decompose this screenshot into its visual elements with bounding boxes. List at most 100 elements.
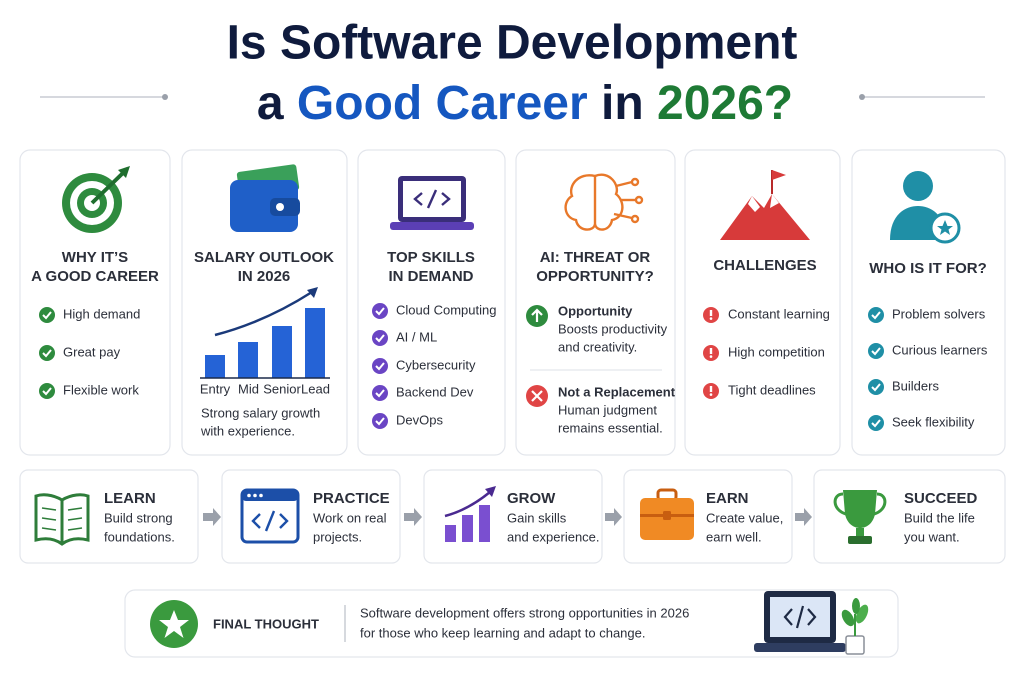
step-text: Create value,: [706, 510, 783, 525]
card-item: Seek flexibility: [892, 414, 975, 429]
check-mark: [375, 417, 385, 426]
warning-dot: [709, 393, 713, 396]
point-text: and creativity.: [558, 339, 637, 354]
point-heading: Opportunity: [558, 303, 633, 318]
check-mark: [871, 383, 881, 392]
title-line-1: Is Software Development: [227, 17, 798, 70]
growth-icon: [444, 486, 496, 542]
check-icon: [372, 385, 388, 401]
level-label: Senior: [263, 381, 301, 396]
step-text: Build the life: [904, 510, 975, 525]
briefcase-icon: [640, 488, 694, 540]
divider-dot: [162, 94, 168, 100]
check-mark: [375, 389, 385, 398]
check-mark: [42, 387, 52, 396]
check-mark: [42, 349, 52, 358]
title-word: a: [257, 77, 284, 130]
final-card: [124, 589, 899, 658]
title-highlight: Good Career: [297, 77, 588, 130]
check-circle: [372, 303, 388, 319]
card-caption: with experience.: [200, 423, 295, 438]
check-circle: [372, 385, 388, 401]
step-text: earn well.: [706, 529, 762, 544]
title-word: in: [601, 77, 644, 130]
check-icon: [868, 415, 884, 431]
step-text: foundations.: [104, 529, 175, 544]
level-label: Mid: [238, 381, 259, 396]
laptop-plant-icon: [754, 591, 869, 655]
salary-chart-icon: [200, 287, 330, 379]
check-circle: [868, 415, 884, 431]
check-circle: [39, 307, 55, 323]
step-text: Gain skills: [507, 510, 567, 525]
check-icon: [372, 413, 388, 429]
check-circle: [39, 345, 55, 361]
card-title: OPPORTUNITY?: [536, 268, 654, 285]
card-item: Constant learning: [728, 306, 830, 321]
title-year: 2026?: [657, 77, 793, 130]
brain-icon: [564, 173, 644, 231]
card-item: DevOps: [396, 412, 443, 427]
star-icon: [150, 600, 198, 648]
step-text: Work on real: [313, 510, 387, 525]
card-title: CHALLENGES: [713, 257, 816, 274]
x-icon: [526, 385, 548, 407]
check-circle: [868, 307, 884, 323]
check-mark: [42, 311, 52, 320]
warning-icon: [703, 345, 719, 361]
check-icon: [372, 358, 388, 374]
check-icon: [868, 343, 884, 359]
check-circle: [39, 383, 55, 399]
card-caption: Strong salary growth: [201, 405, 320, 420]
final-text: for those who keep learning and adapt to…: [360, 625, 646, 640]
card-title: IN DEMAND: [389, 268, 474, 285]
check-icon: [372, 330, 388, 346]
card-title: SALARY OUTLOOK: [194, 249, 334, 266]
card-item: High demand: [63, 306, 140, 321]
step-label: SUCCEED: [904, 490, 978, 507]
warning-icon: [703, 307, 719, 323]
wallet-icon: [230, 164, 300, 232]
step-arrows: [203, 508, 812, 526]
point-heading: Not a Replacement: [558, 384, 676, 399]
check-mark: [871, 311, 881, 320]
check-mark: [871, 347, 881, 356]
point-text: Boosts productivity: [558, 321, 668, 336]
up-icon: [526, 305, 548, 327]
warning-dot: [709, 355, 713, 358]
step-text: and experience.: [507, 529, 600, 544]
step-label: LEARN: [104, 490, 156, 507]
check-icon: [372, 303, 388, 319]
card-item: Backend Dev: [396, 384, 474, 399]
level-label: Lead: [301, 381, 330, 396]
card: [19, 149, 171, 456]
warning-bar: [709, 386, 713, 392]
step-text: you want.: [904, 529, 960, 544]
check-circle: [868, 379, 884, 395]
card-item: Cloud Computing: [396, 302, 496, 317]
check-icon: [39, 345, 55, 361]
step-label: EARN: [706, 490, 749, 507]
warning-dot: [709, 317, 713, 320]
point-text: remains essential.: [558, 420, 663, 435]
card-title: IN 2026: [238, 268, 291, 285]
warning-bar: [709, 348, 713, 354]
card-item: Problem solvers: [892, 306, 986, 321]
check-circle: [372, 358, 388, 374]
final-text: Software development offers strong oppor…: [360, 605, 689, 620]
card-item: Cybersecurity: [396, 357, 476, 372]
card-item: Builders: [892, 378, 939, 393]
card-title: AI: THREAT OR: [540, 249, 651, 266]
check-mark: [871, 419, 881, 428]
final-label: FINAL THOUGHT: [213, 616, 319, 631]
card-title: A GOOD CAREER: [31, 268, 159, 285]
step-label: GROW: [507, 490, 556, 507]
level-label: Entry: [200, 381, 231, 396]
check-mark: [375, 362, 385, 371]
check-icon: [39, 383, 55, 399]
title-line-2: a Good Career in 2026?: [257, 77, 793, 130]
card-item: High competition: [728, 344, 825, 359]
card: [851, 149, 1006, 456]
step-text: Build strong: [104, 510, 173, 525]
card-item: Tight deadlines: [728, 382, 816, 397]
